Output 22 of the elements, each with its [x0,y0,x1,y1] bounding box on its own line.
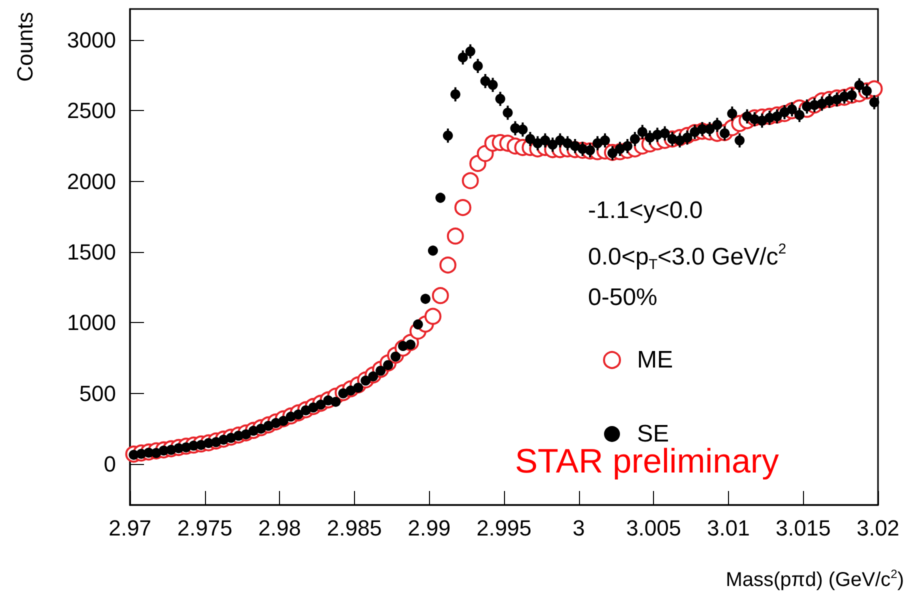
y-axis-title: Counts [12,12,38,82]
x-tick-label: 2.99 [408,516,451,540]
legend-label: ME [637,346,673,374]
x-tick-label: 2.985 [326,516,382,540]
x-tick-label: 3.015 [776,516,831,540]
y-tick-label: 2500 [67,98,116,124]
x-tick-label: 2.975 [177,516,232,540]
x-tick-label: 3.02 [856,516,900,540]
x-tick-label: 2.995 [476,516,532,540]
y-tick-label: 1500 [67,240,116,265]
annotation: -1.1<y<0.0 [588,197,703,224]
x-tick-label: 3.01 [706,516,750,540]
y-tick-label: 500 [79,380,116,406]
y-tick-label: 1000 [67,310,116,336]
annotation: 0-50% [588,284,658,312]
x-tick-label: 3.005 [626,516,682,540]
x-tick-label: 2.97 [108,516,152,540]
y-tick-label: 3000 [67,28,116,53]
y-tick-label: 2000 [67,168,116,194]
x-tick-label: 2.98 [258,516,302,540]
x-tick-label: 3 [572,516,585,540]
y-tick-label: 0 [104,452,116,477]
